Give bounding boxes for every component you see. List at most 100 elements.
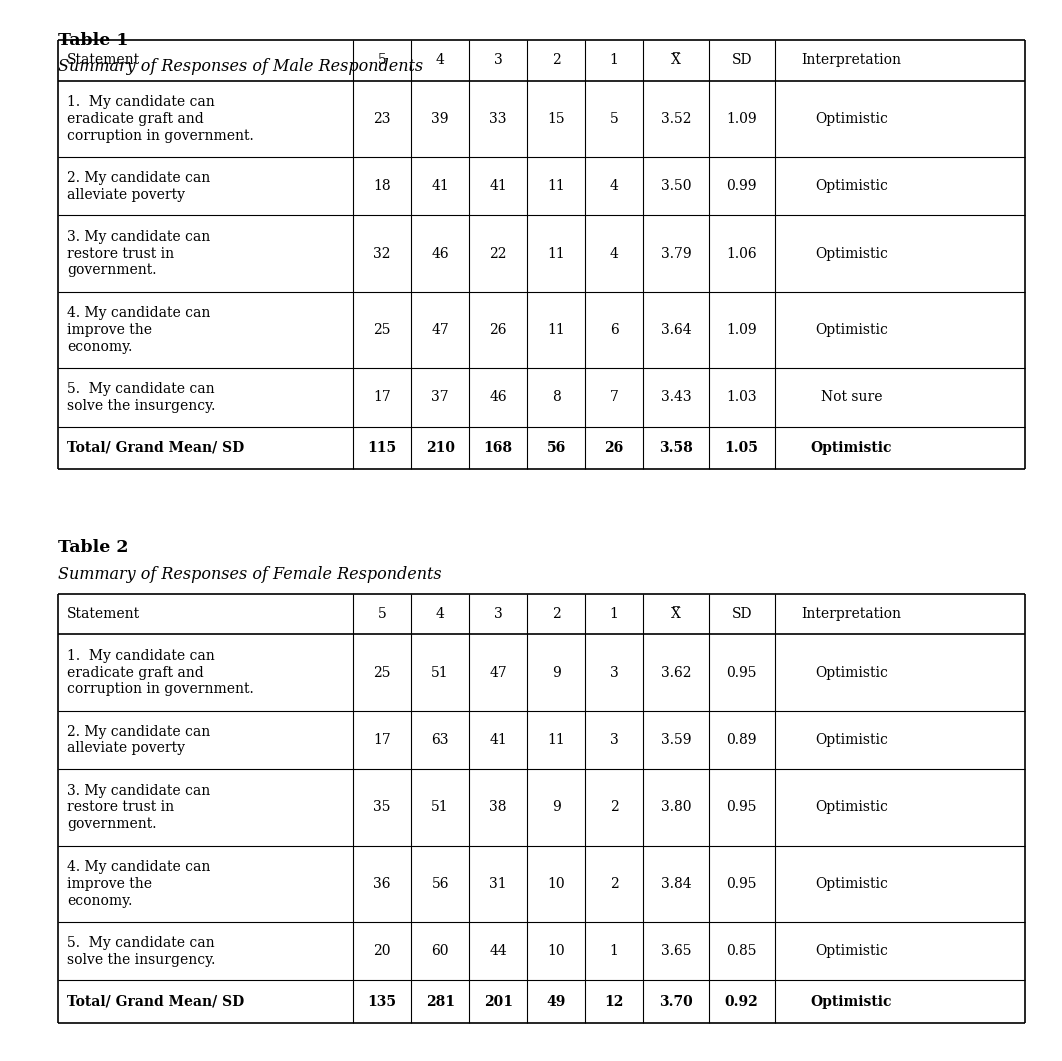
Text: 8: 8 <box>552 390 561 404</box>
Text: 51: 51 <box>431 665 449 680</box>
Text: 23: 23 <box>374 111 391 126</box>
Text: 11: 11 <box>547 179 565 193</box>
Text: 6: 6 <box>610 323 618 337</box>
Text: 44: 44 <box>490 944 507 958</box>
Text: 3.58: 3.58 <box>660 440 692 455</box>
Text: 10: 10 <box>547 944 565 958</box>
Text: 4. My candidate can
improve the
economy.: 4. My candidate can improve the economy. <box>67 860 210 907</box>
Text: 4. My candidate can
improve the
economy.: 4. My candidate can improve the economy. <box>67 307 210 353</box>
Text: 15: 15 <box>547 111 565 126</box>
Text: 51: 51 <box>431 800 449 815</box>
Text: 1.03: 1.03 <box>726 390 757 404</box>
Text: 1.  My candidate can
eradicate graft and
corruption in government.: 1. My candidate can eradicate graft and … <box>67 95 254 142</box>
Text: 10: 10 <box>547 876 565 891</box>
Text: 38: 38 <box>490 800 507 815</box>
Text: Optimistic: Optimistic <box>815 179 888 193</box>
Text: 0.95: 0.95 <box>726 665 757 680</box>
Text: 3.64: 3.64 <box>661 323 691 337</box>
Text: 11: 11 <box>547 323 565 337</box>
Text: Optimistic: Optimistic <box>815 665 888 680</box>
Text: 3: 3 <box>610 665 618 680</box>
Text: 3.70: 3.70 <box>660 994 692 1009</box>
Text: 1.06: 1.06 <box>726 246 757 261</box>
Text: Not sure: Not sure <box>821 390 883 404</box>
Text: 0.95: 0.95 <box>726 876 757 891</box>
Text: 1: 1 <box>610 944 618 958</box>
Text: 37: 37 <box>431 390 449 404</box>
Text: 5: 5 <box>610 111 618 126</box>
Text: 3.43: 3.43 <box>661 390 691 404</box>
Text: 63: 63 <box>431 733 449 747</box>
Text: Table 2: Table 2 <box>58 539 129 556</box>
Text: 11: 11 <box>547 733 565 747</box>
Text: 18: 18 <box>374 179 391 193</box>
Text: 2. My candidate can
alleviate poverty: 2. My candidate can alleviate poverty <box>67 171 210 202</box>
Text: 26: 26 <box>604 440 623 455</box>
Text: 168: 168 <box>483 440 513 455</box>
Text: 3.84: 3.84 <box>661 876 691 891</box>
Text: 3: 3 <box>494 607 502 622</box>
Text: SD: SD <box>732 53 752 68</box>
Text: 2: 2 <box>610 800 618 815</box>
Text: 0.89: 0.89 <box>726 733 757 747</box>
Text: 46: 46 <box>490 390 507 404</box>
Text: 2: 2 <box>610 876 618 891</box>
Text: 5: 5 <box>378 607 387 622</box>
Text: 17: 17 <box>373 390 391 404</box>
Text: 0.99: 0.99 <box>726 179 757 193</box>
Text: 210: 210 <box>426 440 455 455</box>
Text: 47: 47 <box>490 665 507 680</box>
Text: Χ̅: Χ̅ <box>671 607 681 622</box>
Text: Statement: Statement <box>67 607 140 622</box>
Text: 3: 3 <box>610 733 618 747</box>
Text: Optimistic: Optimistic <box>815 944 888 958</box>
Text: Optimistic: Optimistic <box>815 111 888 126</box>
Text: 12: 12 <box>604 994 623 1009</box>
Text: 4: 4 <box>435 607 445 622</box>
Text: Interpretation: Interpretation <box>802 53 902 68</box>
Text: Table 1: Table 1 <box>58 32 129 49</box>
Text: 33: 33 <box>490 111 507 126</box>
Text: 1: 1 <box>610 607 618 622</box>
Text: 1.09: 1.09 <box>726 323 757 337</box>
Text: 3.79: 3.79 <box>661 246 691 261</box>
Text: Optimistic: Optimistic <box>815 800 888 815</box>
Text: 41: 41 <box>490 733 507 747</box>
Text: 25: 25 <box>374 665 391 680</box>
Text: 0.95: 0.95 <box>726 800 757 815</box>
Text: 2. My candidate can
alleviate poverty: 2. My candidate can alleviate poverty <box>67 725 210 755</box>
Text: 7: 7 <box>610 390 618 404</box>
Text: 5: 5 <box>378 53 387 68</box>
Text: 3.59: 3.59 <box>661 733 691 747</box>
Text: 3.80: 3.80 <box>661 800 691 815</box>
Text: 0.85: 0.85 <box>726 944 757 958</box>
Text: 35: 35 <box>374 800 391 815</box>
Text: Optimistic: Optimistic <box>810 994 892 1009</box>
Text: 3.52: 3.52 <box>661 111 691 126</box>
Text: 56: 56 <box>431 876 449 891</box>
Text: Statement: Statement <box>67 53 140 68</box>
Text: 31: 31 <box>490 876 507 891</box>
Text: 56: 56 <box>547 440 566 455</box>
Text: 1.09: 1.09 <box>726 111 757 126</box>
Text: Summary of Responses of Female Respondents: Summary of Responses of Female Responden… <box>58 566 442 582</box>
Text: Optimistic: Optimistic <box>815 323 888 337</box>
Text: 3. My candidate can
restore trust in
government.: 3. My candidate can restore trust in gov… <box>67 784 210 831</box>
Text: Total/ Grand Mean/ SD: Total/ Grand Mean/ SD <box>67 440 244 455</box>
Text: 17: 17 <box>373 733 391 747</box>
Text: 11: 11 <box>547 246 565 261</box>
Text: 115: 115 <box>367 440 397 455</box>
Text: 46: 46 <box>431 246 449 261</box>
Text: 2: 2 <box>552 607 561 622</box>
Text: 25: 25 <box>374 323 391 337</box>
Text: Optimistic: Optimistic <box>815 246 888 261</box>
Text: 9: 9 <box>552 800 561 815</box>
Text: 0.92: 0.92 <box>724 994 758 1009</box>
Text: 3.62: 3.62 <box>661 665 691 680</box>
Text: 36: 36 <box>374 876 391 891</box>
Text: 135: 135 <box>367 994 397 1009</box>
Text: 5.  My candidate can
solve the insurgency.: 5. My candidate can solve the insurgency… <box>67 382 216 413</box>
Text: 281: 281 <box>426 994 455 1009</box>
Text: 4: 4 <box>435 53 445 68</box>
Text: 60: 60 <box>431 944 449 958</box>
